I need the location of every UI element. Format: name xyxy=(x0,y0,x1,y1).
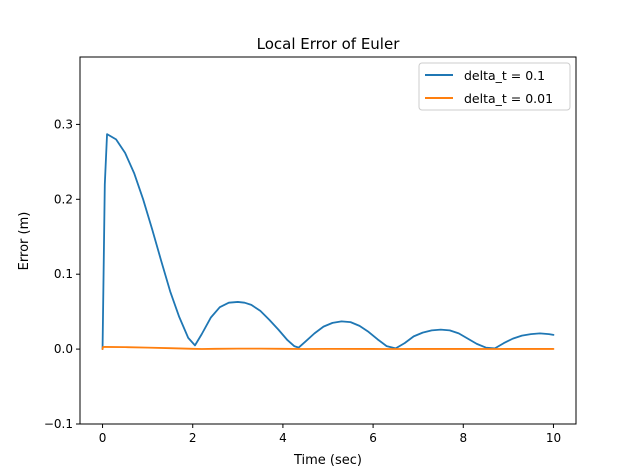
x-tick-label: 2 xyxy=(189,431,197,445)
series-line-delta-0.01 xyxy=(101,346,555,351)
series-line-delta-0.1 xyxy=(101,133,555,351)
x-tick-label: 4 xyxy=(279,431,287,445)
chart-title: Local Error of Euler xyxy=(257,35,401,53)
y-axis-ticks: −0.1 0.0 0.1 0.2 0.3 xyxy=(44,117,80,431)
x-tick-label: 6 xyxy=(369,431,377,445)
series-lines xyxy=(101,133,555,351)
legend-label-delta-0.1: delta_t = 0.1 xyxy=(464,68,545,83)
legend-label-delta-0.01: delta_t = 0.01 xyxy=(464,91,553,106)
plot-frame xyxy=(79,56,577,425)
x-tick-label: 8 xyxy=(459,431,467,445)
y-tick-label: 0.1 xyxy=(54,267,73,281)
y-tick-label: 0.3 xyxy=(54,117,73,131)
plot-area xyxy=(80,57,576,424)
legend-box xyxy=(418,62,571,111)
x-tick-label: 10 xyxy=(546,431,561,445)
y-axis-label: Error (m) xyxy=(17,212,32,271)
x-axis-ticks: 0 2 4 6 8 10 xyxy=(99,424,561,445)
x-axis-label: Time (sec) xyxy=(293,453,362,468)
y-tick-label: 0.2 xyxy=(54,192,73,206)
y-tick-label: 0.0 xyxy=(54,342,73,356)
x-tick-label: 0 xyxy=(99,431,107,445)
y-tick-label: −0.1 xyxy=(44,417,73,431)
legend: delta_t = 0.1 delta_t = 0.01 xyxy=(418,62,571,111)
